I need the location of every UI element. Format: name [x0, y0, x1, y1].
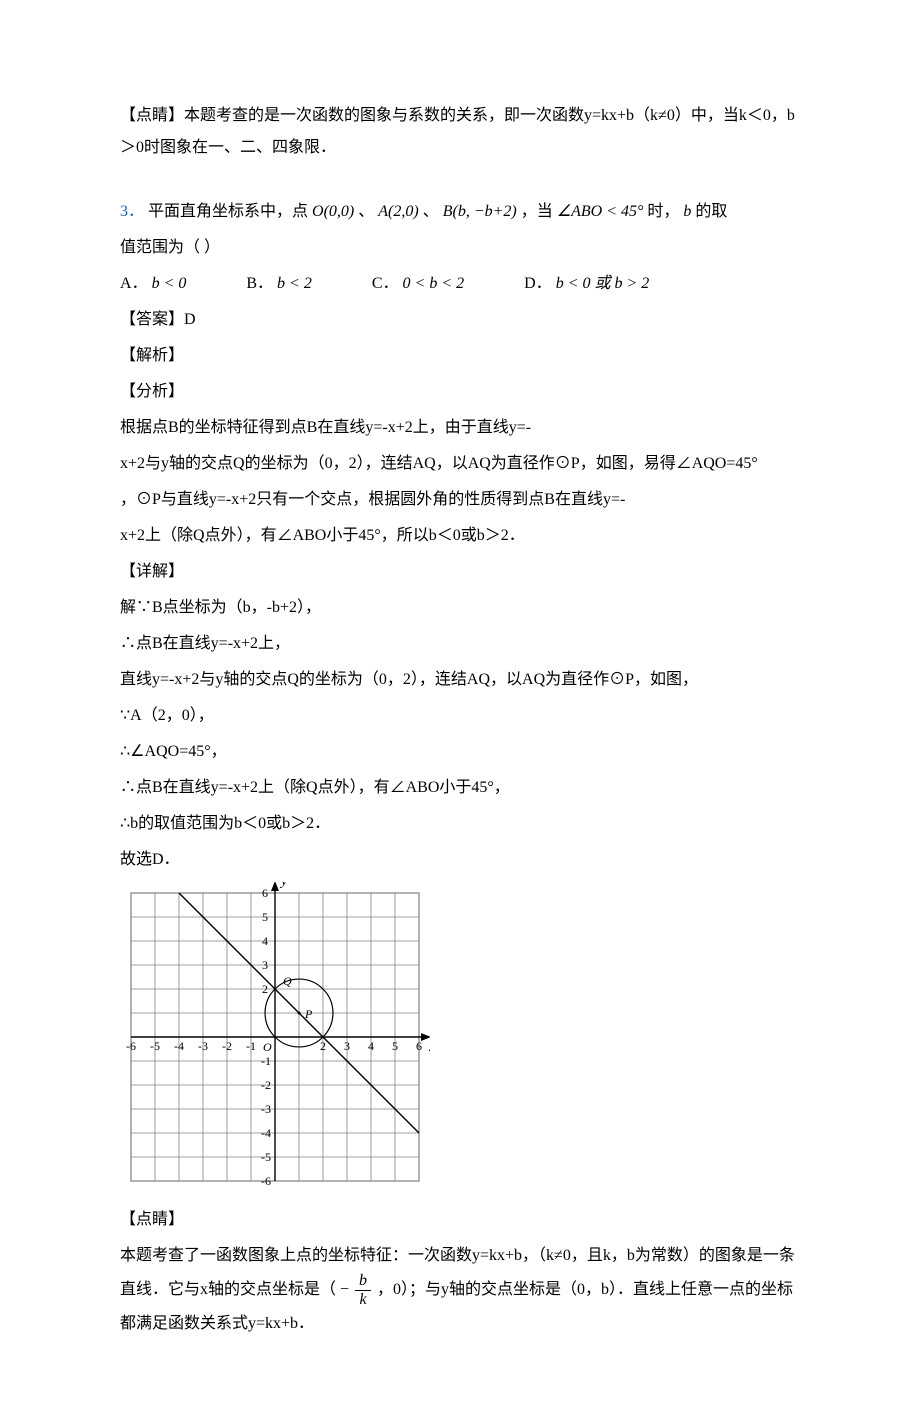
svg-text:-1: -1 — [246, 1039, 256, 1053]
svg-text:4: 4 — [368, 1039, 374, 1053]
svg-text:-1: -1 — [261, 1054, 271, 1068]
q3-stem-d: ，当 — [521, 203, 553, 220]
q3-stem-c: 、 — [423, 203, 439, 220]
svg-text:3: 3 — [344, 1039, 350, 1053]
q3-fenxi-l4: x+2上（除Q点外），有∠ABO小于45°，所以b＜0或b＞2． — [120, 520, 800, 552]
svg-text:y: y — [279, 882, 288, 889]
q3-xiangjie-heading: 【详解】 — [120, 556, 800, 588]
svg-text:-6: -6 — [261, 1174, 271, 1188]
q3-fenxi-heading: 【分析】 — [120, 376, 800, 408]
svg-text:-2: -2 — [261, 1078, 271, 1092]
q3-optC: C． 0 < b < 2 — [372, 268, 464, 300]
optB-val: b < 2 — [277, 275, 312, 292]
svg-text:-5: -5 — [150, 1039, 160, 1053]
optA-label: A． — [120, 275, 148, 292]
answer-label: 【答案】 — [120, 311, 184, 328]
svg-text:-5: -5 — [261, 1150, 271, 1164]
q3-point-B: B(b, −b+2) — [443, 203, 517, 220]
dj-frac: b k — [355, 1272, 371, 1308]
q3-number: 3． — [120, 203, 144, 220]
q3-xj-l6: ∴点B在直线y=-x+2上（除Q点外），有∠ABO小于45°， — [120, 772, 800, 804]
optC-val: 0 < b < 2 — [403, 275, 465, 292]
prev-dianjing: 【点睛】本题考查的是一次函数的图象与系数的关系，即一次函数y=kx+b（k≠0）… — [120, 100, 800, 164]
q3-xj-l8: 故选D． — [120, 844, 800, 876]
svg-text:-6: -6 — [126, 1039, 136, 1053]
q3-point-A: A(2,0) — [378, 203, 418, 220]
q3-graph: y x O Q P -6 -5 -4 -3 -2 -1 2 3 4 5 6 2 3 4 5 6 -1 -2 -3 -4 -5 -6 — [120, 882, 800, 1204]
svg-text:5: 5 — [262, 910, 268, 924]
q3-fenxi-l1: 根据点B的坐标特征得到点B在直线y=-x+2上，由于直线y=- — [120, 412, 800, 444]
svg-text:O: O — [263, 1040, 272, 1054]
coordinate-grid-svg: y x O Q P -6 -5 -4 -3 -2 -1 2 3 4 5 6 2 3 4 5 6 -1 -2 -3 -4 -5 -6 — [120, 882, 430, 1192]
q3-xj-l1: 解∵B点坐标为（b，-b+2）， — [120, 592, 800, 624]
svg-text:6: 6 — [262, 886, 268, 900]
q3-xj-l5: ∴∠AQO=45°， — [120, 736, 800, 768]
q3-stem-line1: 3． 平面直角坐标系中，点 O(0,0) 、 A(2,0) 、 B(b, −b+… — [120, 196, 800, 228]
q3-stem-a: 平面直角坐标系中，点 — [148, 203, 308, 220]
svg-text:2: 2 — [262, 982, 268, 996]
q3-jiexi-heading: 【解析】 — [120, 340, 800, 372]
svg-text:-4: -4 — [261, 1126, 271, 1140]
svg-text:3: 3 — [262, 958, 268, 972]
q3-stem-b: 、 — [358, 203, 374, 220]
svg-text:x: x — [428, 1040, 430, 1055]
q3-xj-l7: ∴b的取值范围为b＜0或b＞2． — [120, 808, 800, 840]
q3-dianjing-heading: 【点睛】 — [120, 1204, 800, 1236]
optD-label: D． — [524, 275, 552, 292]
q3-dianjing-body: 本题考查了一函数图象上点的坐标特征：一次函数y=kx+b，（k≠0，且k，b为常… — [120, 1240, 800, 1340]
q3-fenxi-l3: ，⊙P与直线y=-x+2只有一个交点，根据圆外角的性质得到点B在直线y=- — [120, 484, 800, 516]
q3-answer: 【答案】D — [120, 304, 800, 336]
q3-options: A． b < 0 B． b < 2 C． 0 < b < 2 D． b < 0 … — [120, 268, 800, 300]
dj-frac-den: k — [355, 1291, 371, 1309]
answer-value: D — [184, 311, 196, 328]
q3-cond: ∠ABO < 45° — [557, 203, 644, 220]
optD-val: b < 0 或 b > 2 — [556, 275, 650, 292]
optC-label: C． — [372, 275, 399, 292]
optB-label: B． — [246, 275, 273, 292]
svg-text:-3: -3 — [261, 1102, 271, 1116]
optA-val: b < 0 — [152, 275, 187, 292]
q3-stem-f: 的取 — [695, 203, 727, 220]
q3-xj-l4: ∵A（2，0）， — [120, 700, 800, 732]
svg-text:2: 2 — [320, 1039, 326, 1053]
dj-minus: − — [340, 1281, 349, 1298]
dj-frac-num: b — [355, 1272, 371, 1291]
q3-bvar: b — [683, 203, 691, 220]
gap — [120, 168, 800, 196]
q3-fenxi-l2: x+2与y轴的交点Q的坐标为（0，2），连结AQ，以AQ为直径作⊙P，如图，易得… — [120, 448, 800, 480]
svg-text:4: 4 — [262, 934, 268, 948]
q3-stem-e: 时， — [647, 203, 679, 220]
q3-optA: A． b < 0 — [120, 268, 186, 300]
svg-text:-3: -3 — [198, 1039, 208, 1053]
svg-text:-2: -2 — [222, 1039, 232, 1053]
q3-xj-l2: ∴点B在直线y=-x+2上， — [120, 628, 800, 660]
q3-optD: D． b < 0 或 b > 2 — [524, 268, 649, 300]
q3-optB: B． b < 2 — [246, 268, 311, 300]
q3-stem-line2: 值范围为（ ） — [120, 232, 800, 264]
page: 【点睛】本题考查的是一次函数的图象与系数的关系，即一次函数y=kx+b（k≠0）… — [0, 0, 920, 1404]
q3-xj-l3: 直线y=-x+2与y轴的交点Q的坐标为（0，2），连结AQ，以AQ为直径作⊙P，… — [120, 664, 800, 696]
svg-text:P: P — [304, 1007, 313, 1021]
svg-text:Q: Q — [283, 974, 292, 988]
svg-text:6: 6 — [416, 1039, 422, 1053]
svg-text:-4: -4 — [174, 1039, 184, 1053]
svg-text:5: 5 — [392, 1039, 398, 1053]
q3-point-O: O(0,0) — [312, 203, 354, 220]
